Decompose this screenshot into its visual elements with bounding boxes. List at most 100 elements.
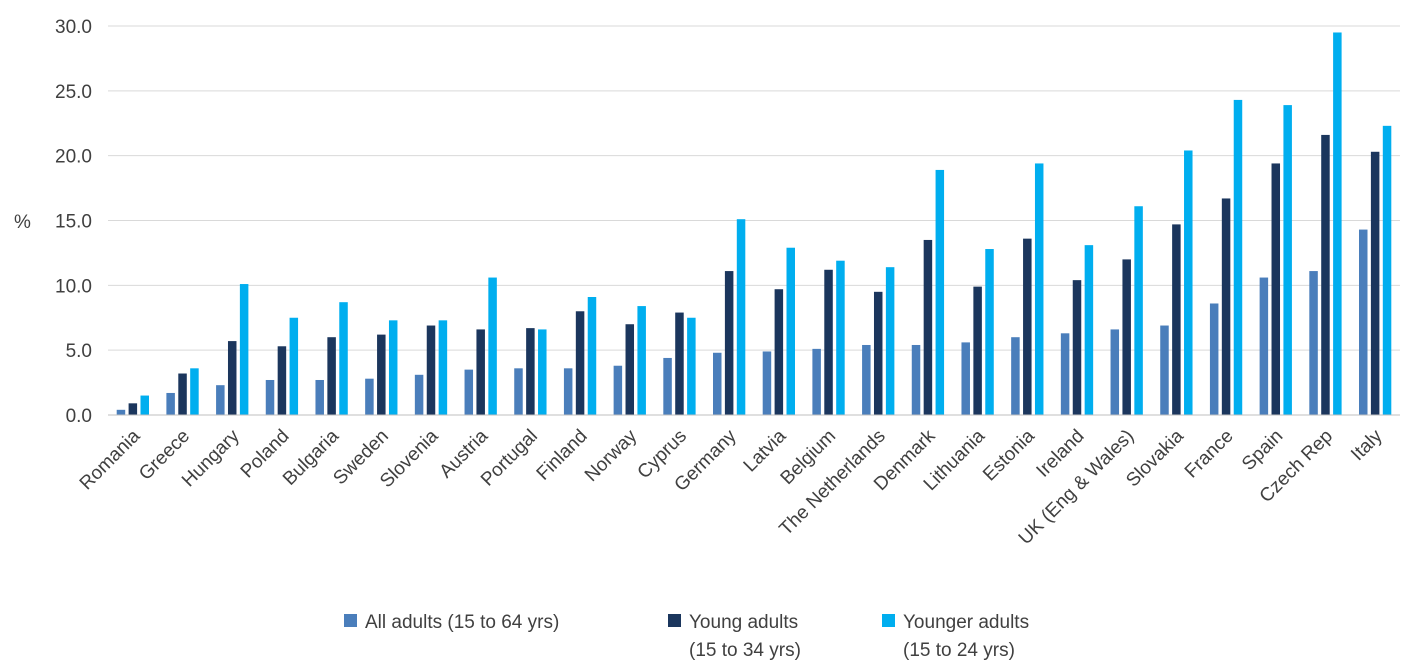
bar-romania-series-1 [116, 409, 126, 415]
bar-germany-series-1 [713, 352, 722, 415]
bar-bulgaria-series-3 [339, 302, 348, 415]
bar-belgium-series-3 [836, 260, 845, 415]
bar-greece-series-3 [190, 368, 199, 415]
bar-denmark-series-3 [935, 169, 945, 415]
legend: All adults (15 to 64 yrs) Young adults (15… [344, 612, 1029, 661]
bar-romania-series-2 [128, 403, 138, 415]
category-label: Bulgaria [279, 425, 343, 489]
bar-uk-eng-wales--series-1 [1110, 329, 1120, 415]
bar-uk-eng-wales--series-2 [1122, 259, 1131, 415]
bar-cyprus-series-3 [687, 317, 696, 415]
bar-germany-series-2 [724, 271, 734, 415]
bar-uk-eng-wales--series-3 [1134, 206, 1143, 415]
category-label: Romania [76, 425, 145, 494]
bar-slovakia-series-3 [1184, 150, 1193, 416]
bar-finland-series-2 [575, 311, 585, 415]
y-tick-label: 25.0 [55, 82, 92, 103]
bar-portugal-series-2 [526, 328, 535, 415]
bar-ireland-series-2 [1072, 280, 1082, 415]
bar-greece-series-2 [178, 373, 187, 415]
bar-czech-rep-series-3 [1333, 32, 1342, 415]
bar-slovenia-series-2 [426, 325, 436, 415]
bar-cyprus-series-1 [663, 357, 672, 415]
bar-hungary-series-1 [216, 385, 225, 415]
bar-portugal-series-3 [538, 329, 547, 415]
bar-estonia-series-2 [1023, 238, 1032, 415]
y-tick-label: 0.0 [66, 406, 92, 427]
bar-austria-series-1 [464, 369, 474, 415]
bar-lithuania-series-1 [961, 342, 970, 415]
category-label: Norway [581, 425, 642, 486]
bar-sweden-series-1 [365, 378, 374, 415]
category-label: France [1181, 426, 1238, 483]
bar-the-netherlands-series-1 [862, 344, 871, 415]
bar-sweden-series-3 [388, 320, 398, 415]
legend-label: Young adults [689, 612, 798, 633]
bar-denmark-series-2 [923, 239, 933, 415]
bar-germany-series-3 [736, 219, 746, 415]
bar-poland-series-1 [265, 379, 275, 415]
bar-cyprus-series-2 [675, 312, 684, 415]
category-labels: RomaniaGreeceHungaryPolandBulgariaSweden… [76, 425, 1387, 549]
bar-estonia-series-1 [1011, 337, 1020, 415]
bar-france-series-3 [1233, 99, 1243, 415]
bars [116, 32, 1392, 416]
bar-estonia-series-3 [1034, 163, 1044, 415]
bar-sweden-series-2 [377, 334, 386, 415]
legend-swatch [344, 614, 357, 627]
bar-belgium-series-2 [824, 269, 833, 415]
bar-france-series-2 [1221, 198, 1231, 415]
bar-poland-series-3 [289, 317, 299, 415]
bar-latvia-series-3 [786, 247, 795, 415]
y-tick-label: 5.0 [66, 341, 92, 362]
bar-italy-series-2 [1370, 151, 1380, 415]
bar-czech-rep-series-1 [1309, 271, 1318, 415]
bar-ireland-series-1 [1060, 333, 1070, 415]
bar-finland-series-1 [563, 368, 573, 415]
bar-bulgaria-series-1 [315, 379, 324, 415]
bar-lithuania-series-2 [973, 286, 982, 415]
bar-denmark-series-1 [911, 344, 921, 415]
legend-label: (15 to 24 yrs) [903, 640, 1015, 661]
category-label: Finland [533, 426, 592, 485]
legend-swatch [668, 614, 681, 627]
bar-norway-series-3 [637, 306, 646, 415]
y-tick-label: 20.0 [55, 147, 92, 168]
bar-finland-series-3 [587, 297, 597, 415]
bar-slovakia-series-1 [1160, 325, 1169, 415]
bar-slovenia-series-1 [414, 374, 424, 415]
bar-france-series-1 [1209, 303, 1219, 415]
bar-spain-series-1 [1259, 277, 1269, 415]
bar-italy-series-1 [1359, 229, 1368, 415]
bar-austria-series-2 [476, 329, 485, 415]
bar-portugal-series-1 [514, 368, 523, 415]
bar-hungary-series-3 [239, 284, 249, 415]
y-axis-ticks: 0.0 5.0 10.0 15.0 20.0 25.0 30.0 [55, 17, 92, 427]
bar-poland-series-2 [277, 346, 287, 415]
bar-slovakia-series-2 [1172, 224, 1181, 415]
bar-spain-series-3 [1283, 105, 1292, 415]
y-tick-label: 10.0 [55, 276, 92, 297]
bar-ireland-series-3 [1084, 245, 1094, 415]
bar-belgium-series-1 [812, 348, 821, 415]
bar-the-netherlands-series-2 [873, 291, 883, 415]
y-axis-label: % [14, 212, 31, 233]
legend-label: All adults (15 to 64 yrs) [365, 612, 559, 633]
bar-norway-series-2 [625, 324, 635, 415]
bar-italy-series-3 [1382, 125, 1392, 415]
category-label: Estonia [979, 425, 1039, 485]
bar-lithuania-series-3 [985, 249, 994, 415]
bar-czech-rep-series-2 [1321, 134, 1330, 416]
legend-label: Younger adults [903, 612, 1029, 633]
bar-bulgaria-series-2 [327, 337, 336, 415]
category-label: Italy [1347, 425, 1387, 465]
bar-hungary-series-2 [227, 341, 237, 415]
gridlines [108, 25, 1400, 351]
bar-greece-series-1 [166, 392, 175, 415]
bar-norway-series-1 [613, 365, 623, 415]
bar-latvia-series-1 [762, 351, 772, 415]
y-tick-label: 15.0 [55, 212, 92, 233]
bar-the-netherlands-series-3 [885, 267, 895, 415]
